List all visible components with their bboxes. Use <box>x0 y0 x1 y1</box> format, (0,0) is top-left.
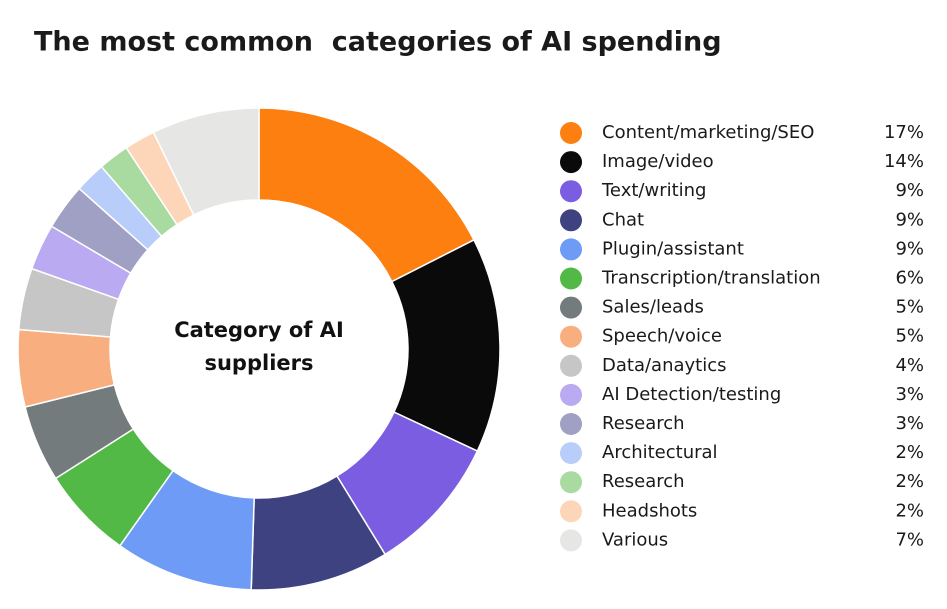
legend-label: Architectural <box>602 442 718 463</box>
donut-slice <box>152 107 260 217</box>
legend-label: Headshots <box>602 500 697 521</box>
legend-label: Transcription/translation <box>601 268 821 289</box>
value-label: 2% <box>895 442 924 463</box>
legend-swatch <box>560 122 582 144</box>
value-label: 5% <box>895 297 924 318</box>
legend-label: Chat <box>602 209 644 230</box>
value-label: 2% <box>895 500 924 521</box>
value-label: 4% <box>895 355 924 376</box>
legend-swatch <box>560 325 582 348</box>
legend-label: Research <box>602 471 685 492</box>
legend-label: Image/video <box>602 151 714 172</box>
legend-swatch <box>560 413 582 435</box>
legend-label: Research <box>602 413 685 434</box>
legend-label: Plugin/assistant <box>602 238 744 259</box>
legend-label: Various <box>602 529 668 550</box>
legend-swatch <box>560 529 582 552</box>
legend-label: Text/writing <box>601 180 706 201</box>
value-label: 17% <box>884 122 924 143</box>
value-label: 6% <box>895 268 924 289</box>
legend-label: Sales/leads <box>602 297 704 318</box>
legend-swatch <box>560 238 582 261</box>
legend-swatch <box>560 500 582 523</box>
value-label: 3% <box>895 413 924 434</box>
legend-label: Data/anaytics <box>602 355 727 376</box>
legend-swatch <box>560 296 582 319</box>
legend-swatch <box>560 209 582 232</box>
value-label: 7% <box>895 529 924 550</box>
legend-swatch <box>560 267 582 290</box>
legend-swatch <box>560 354 582 377</box>
legend-label: Speech/voice <box>602 326 722 347</box>
value-label: 9% <box>895 238 924 259</box>
legend-swatch <box>560 442 582 465</box>
legend-swatch <box>560 180 582 203</box>
legend-label: Content/marketing/SEO <box>602 122 814 143</box>
value-label: 9% <box>895 209 924 230</box>
legend-label: AI Detection/testing <box>602 384 781 405</box>
center-label: Category of AI suppliers <box>174 318 344 375</box>
value-label: 14% <box>884 151 924 172</box>
legend-swatch <box>560 471 582 494</box>
chart-title: The most common categories of AI spendin… <box>34 27 722 58</box>
value-label: 5% <box>895 326 924 347</box>
legend-swatch <box>560 383 582 406</box>
value-label: 9% <box>895 180 924 201</box>
legend-swatch <box>560 151 582 174</box>
value-label: 2% <box>895 471 924 492</box>
value-label: 3% <box>895 384 924 405</box>
